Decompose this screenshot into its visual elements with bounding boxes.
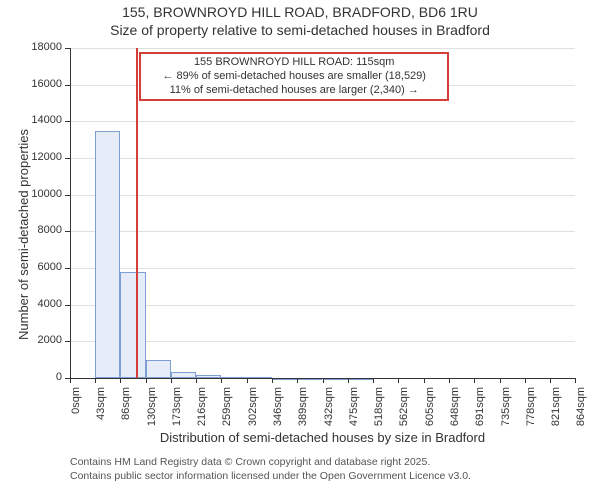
histogram-bar (95, 131, 120, 379)
y-tick-label: 4000 (22, 298, 62, 310)
x-tick-label: 735sqm (500, 387, 512, 427)
y-tick-label: 8000 (22, 224, 62, 236)
attribution-block: Contains HM Land Registry data © Crown c… (70, 456, 471, 483)
x-tick-label: 605sqm (424, 387, 436, 427)
x-tick-label: 562sqm (398, 387, 410, 427)
histogram-bar (120, 272, 146, 378)
y-tick-label: 10000 (22, 188, 62, 200)
gridline (70, 121, 575, 122)
x-tick-label: 691sqm (474, 387, 486, 427)
attribution-line-2: Contains public sector information licen… (70, 470, 471, 482)
y-tick-label: 6000 (22, 261, 62, 273)
x-tick-label: 0sqm (70, 387, 82, 427)
x-tick-mark (575, 378, 576, 383)
x-tick-label: 432sqm (323, 387, 335, 427)
y-tick-label: 12000 (22, 151, 62, 163)
x-tick-label: 259sqm (221, 387, 233, 427)
x-tick-label: 346sqm (272, 387, 284, 427)
attribution-line-1: Contains HM Land Registry data © Crown c… (70, 456, 430, 468)
property-marker-line (136, 48, 138, 378)
x-tick-label: 518sqm (373, 387, 385, 427)
callout-line-3: 11% of semi-detached houses are larger (… (147, 84, 441, 98)
x-tick-label: 821sqm (550, 387, 562, 427)
gridline (70, 48, 575, 49)
x-tick-label: 43sqm (95, 387, 107, 427)
x-tick-label: 648sqm (449, 387, 461, 427)
chart-container: { "chart": { "type": "histogram", "title… (0, 0, 600, 500)
y-tick-label: 16000 (22, 78, 62, 90)
gridline (70, 195, 575, 196)
x-axis-line (70, 378, 575, 379)
x-tick-label: 778sqm (525, 387, 537, 427)
y-tick-label: 2000 (22, 334, 62, 346)
callout-box: 155 BROWNROYD HILL ROAD: 115sqm← 89% of … (139, 52, 449, 101)
y-tick-label: 0 (22, 371, 62, 383)
x-tick-label: 302sqm (247, 387, 259, 427)
chart-subtitle: Size of property relative to semi-detach… (0, 22, 600, 38)
x-tick-label: 389sqm (297, 387, 309, 427)
y-tick-label: 14000 (22, 114, 62, 126)
x-tick-label: 86sqm (120, 387, 132, 427)
callout-line-2: ← 89% of semi-detached houses are smalle… (147, 70, 441, 84)
histogram-bar (146, 360, 171, 378)
x-tick-label: 864sqm (575, 387, 587, 427)
x-tick-label: 475sqm (348, 387, 360, 427)
y-axis-line (70, 48, 71, 378)
y-tick-label: 18000 (22, 41, 62, 53)
gridline (70, 158, 575, 159)
x-tick-label: 216sqm (196, 387, 208, 427)
x-axis-label: Distribution of semi-detached houses by … (70, 430, 575, 445)
gridline (70, 231, 575, 232)
x-tick-label: 130sqm (146, 387, 158, 427)
chart-title: 155, BROWNROYD HILL ROAD, BRADFORD, BD6 … (0, 4, 600, 20)
x-tick-label: 173sqm (171, 387, 183, 427)
callout-line-1: 155 BROWNROYD HILL ROAD: 115sqm (147, 56, 441, 70)
gridline (70, 268, 575, 269)
